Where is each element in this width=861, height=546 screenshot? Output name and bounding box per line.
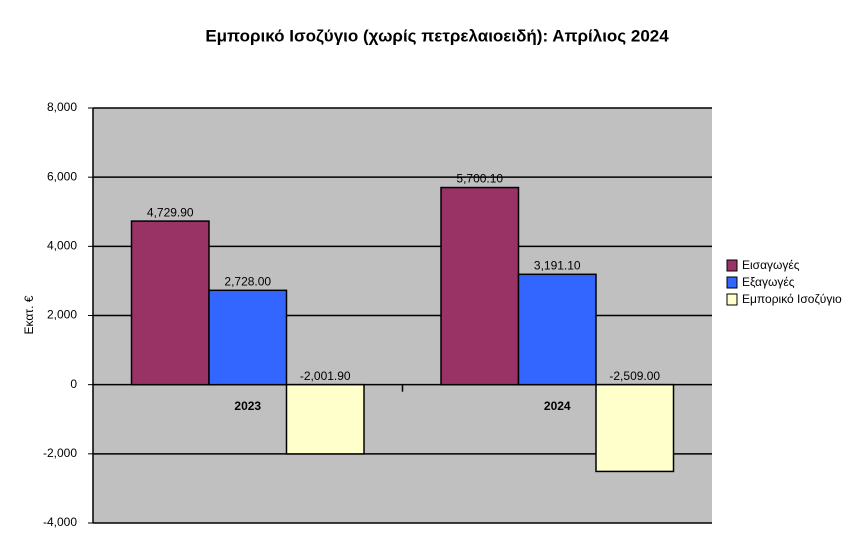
y-tick-label: 4,000 — [47, 239, 77, 253]
y-axis-label: Εκατ. € — [22, 295, 36, 334]
value-label: -2,509.00 — [609, 369, 660, 383]
x-tick-label: 2023 — [234, 399, 261, 413]
y-tick-label: 8,000 — [47, 100, 77, 114]
bar — [440, 186, 520, 386]
value-label: 2,728.00 — [224, 274, 271, 288]
value-label: 4,729.90 — [147, 205, 194, 219]
chart-title: Εμπορικό Ισοζύγιο (χωρίς πετρελαιοειδή):… — [205, 26, 669, 45]
value-label: 5,700.10 — [456, 172, 503, 186]
x-tick-label: 2024 — [544, 399, 571, 413]
legend-label: Εξαγωγές — [742, 275, 795, 289]
legend-swatch — [726, 276, 738, 289]
y-tick-label: -4,000 — [43, 515, 77, 529]
value-label: 3,191.10 — [534, 258, 581, 272]
bar — [595, 383, 675, 473]
bar — [208, 289, 288, 386]
y-tick-label: 0 — [70, 377, 77, 391]
value-label: -2,001.90 — [300, 369, 351, 383]
y-tick-label: 6,000 — [47, 169, 77, 183]
legend-label: Εμπορικό Ισοζύγιο — [742, 292, 842, 306]
legend-label: Εισαγωγές — [742, 258, 800, 272]
bar — [285, 383, 365, 455]
legend-swatch — [726, 293, 738, 306]
bar — [517, 273, 597, 386]
bar — [130, 220, 210, 386]
legend-swatch — [726, 259, 738, 272]
y-tick-label: 2,000 — [47, 308, 77, 322]
y-tick-label: -2,000 — [43, 446, 77, 460]
